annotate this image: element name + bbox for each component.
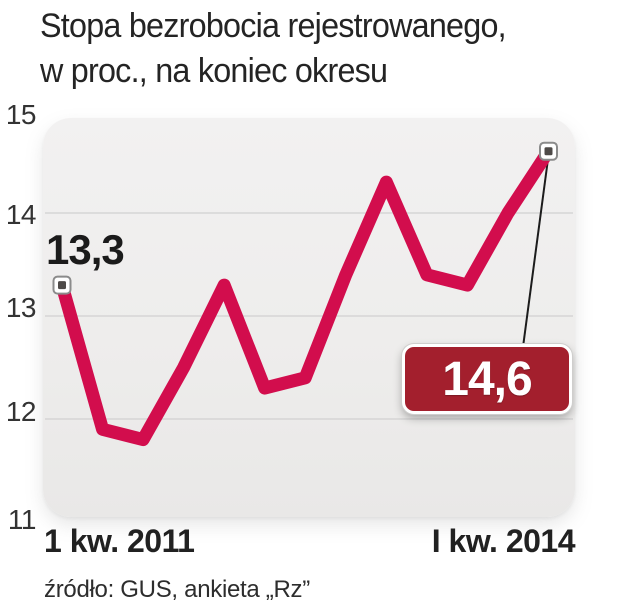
callout-line <box>522 155 550 348</box>
point-markers <box>52 141 558 295</box>
chart-title: Stopa bezrobocia rejestrowanego, w proc.… <box>40 4 507 94</box>
plot-area <box>43 118 575 517</box>
y-tick-13: 13 <box>5 292 37 323</box>
y-tick-14: 14 <box>5 199 37 230</box>
gridlines <box>45 212 573 420</box>
x-axis-label-end: I kw. 2014 <box>431 523 576 559</box>
y-tick-15: 15 <box>5 99 37 130</box>
chart-title-line2: w proc., na koniec okresu <box>40 52 388 90</box>
y-tick-12: 12 <box>5 396 37 427</box>
start-value-label: 13,3 <box>46 226 125 273</box>
source-note: źródło: GUS, ankieta „Rz” <box>44 576 310 603</box>
x-axis-label-start: 1 kw. 2011 <box>44 523 195 559</box>
value-badge: 14,6 <box>402 344 572 414</box>
chart-title-line1: Stopa bezrobocia rejestrowanego, <box>40 7 507 45</box>
y-tick-11: 11 <box>7 504 37 535</box>
end-value-label: 14,6 <box>442 352 532 406</box>
unemployment-line <box>55 144 555 447</box>
